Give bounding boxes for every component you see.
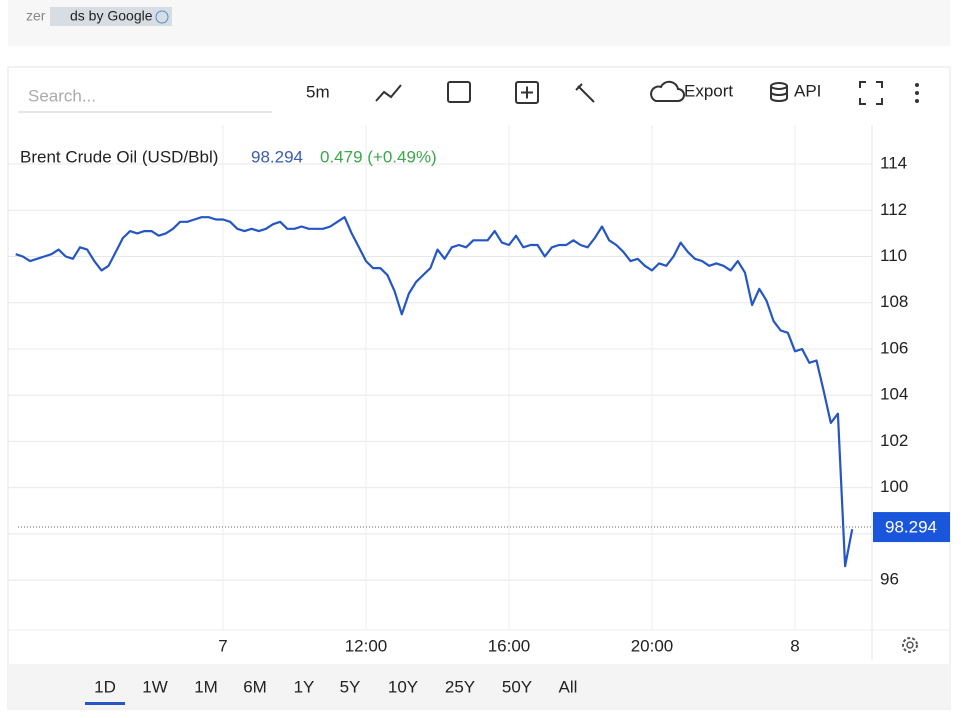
range-bar xyxy=(8,664,950,708)
chart-type-button[interactable] xyxy=(375,84,402,102)
range-button[interactable]: 50Y xyxy=(502,677,532,696)
fullscreen-button[interactable] xyxy=(859,81,883,105)
range-button[interactable]: 1W xyxy=(142,677,168,696)
add-indicator-button[interactable] xyxy=(515,81,539,104)
more-button[interactable] xyxy=(915,83,919,103)
plus-icon xyxy=(521,86,533,99)
ad-info[interactable] xyxy=(155,10,169,24)
x-tick-label: 20:00 xyxy=(631,636,674,655)
ad-label[interactable]: ds by Google xyxy=(70,8,153,24)
settings-gear[interactable] xyxy=(902,637,918,653)
x-tick-label: 12:00 xyxy=(345,636,388,655)
range-button[interactable]: 1M xyxy=(194,677,218,696)
y-tick-label: 102 xyxy=(880,431,908,450)
price-line xyxy=(15,216,854,568)
price-change: 0.479 (+0.49%) xyxy=(320,147,437,166)
range-button[interactable]: 10Y xyxy=(388,677,418,696)
range-button[interactable]: 5Y xyxy=(340,677,361,696)
export-button[interactable]: Export xyxy=(684,81,733,100)
y-tick-label: 108 xyxy=(880,292,908,311)
ad-badge[interactable] xyxy=(50,7,172,26)
last-price: 98.294 xyxy=(251,147,303,166)
y-tick-label: 100 xyxy=(880,477,908,496)
y-tick-label: 104 xyxy=(880,385,908,404)
api-button[interactable]: API xyxy=(794,81,821,100)
y-tick-label: 112 xyxy=(880,200,907,219)
y-tick-label: 106 xyxy=(880,338,908,357)
interval-button[interactable]: 5m xyxy=(306,82,330,101)
y-tick-label: 110 xyxy=(880,246,907,265)
plot: 9698100102104106108110112114712:0016:002… xyxy=(8,125,950,655)
range-buttons: 1D 1W 1M 6M 1Y 5Y 10Y 25Y 50Y All xyxy=(85,677,577,705)
api-icon-body xyxy=(770,86,788,102)
range-button[interactable]: 1Y xyxy=(294,677,315,696)
chart-panel xyxy=(7,66,951,710)
chart-title: Brent Crude Oil (USD/Bbl) xyxy=(20,147,218,166)
range-selected-underline xyxy=(85,702,125,705)
range-button[interactable]: 25Y xyxy=(445,677,475,696)
last-price-label: 98.294 xyxy=(885,518,937,537)
x-tick-label: 7 xyxy=(218,636,227,655)
y-tick-label: 114 xyxy=(880,154,907,173)
calendar-button[interactable] xyxy=(447,81,471,103)
settings-wrench-button[interactable] xyxy=(575,83,595,103)
ad-prefix: zer xyxy=(26,8,46,24)
search-input[interactable]: Search... xyxy=(28,86,96,105)
range-button[interactable]: All xyxy=(559,677,578,696)
export-icon[interactable] xyxy=(650,80,685,102)
y-tick-label: 96 xyxy=(880,570,899,589)
x-tick-label: 16:00 xyxy=(488,636,531,655)
range-button[interactable]: 1D xyxy=(94,677,116,696)
x-tick-label: 8 xyxy=(790,636,799,655)
last-price-box xyxy=(873,512,950,543)
range-button[interactable]: 6M xyxy=(243,677,267,696)
